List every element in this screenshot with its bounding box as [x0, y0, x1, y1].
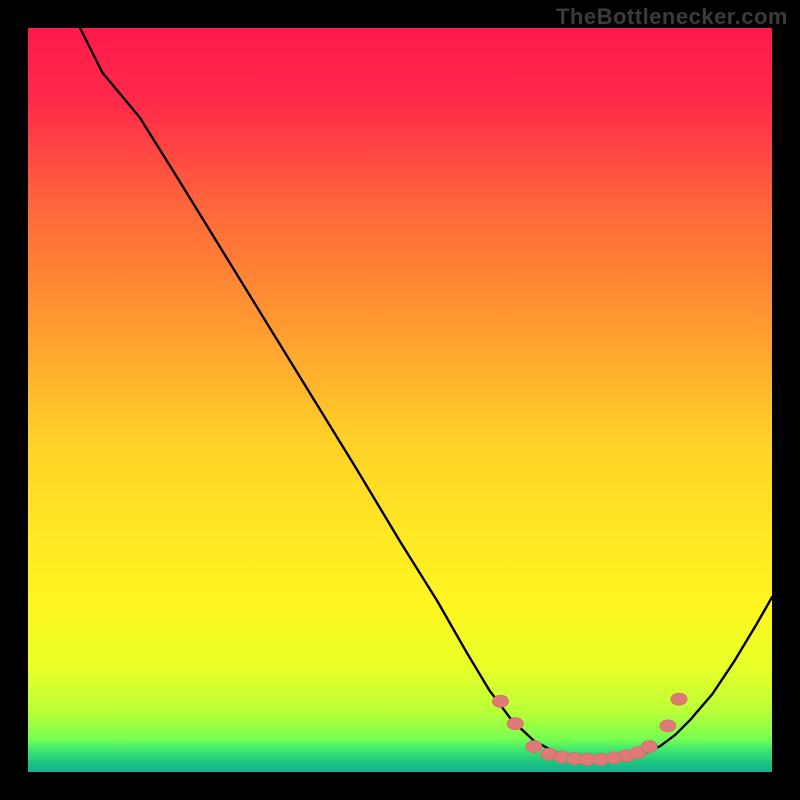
marker-point — [492, 695, 508, 707]
bottleneck-curve-chart — [28, 28, 772, 772]
marker-point — [671, 693, 687, 705]
watermark-text: TheBottlenecker.com — [556, 4, 788, 30]
marker-point — [641, 741, 657, 753]
gradient-background — [28, 28, 772, 772]
marker-point — [507, 718, 523, 730]
marker-point — [660, 720, 676, 732]
chart-frame: TheBottlenecker.com — [0, 0, 800, 800]
marker-point — [526, 741, 542, 753]
plot-area — [28, 28, 772, 772]
